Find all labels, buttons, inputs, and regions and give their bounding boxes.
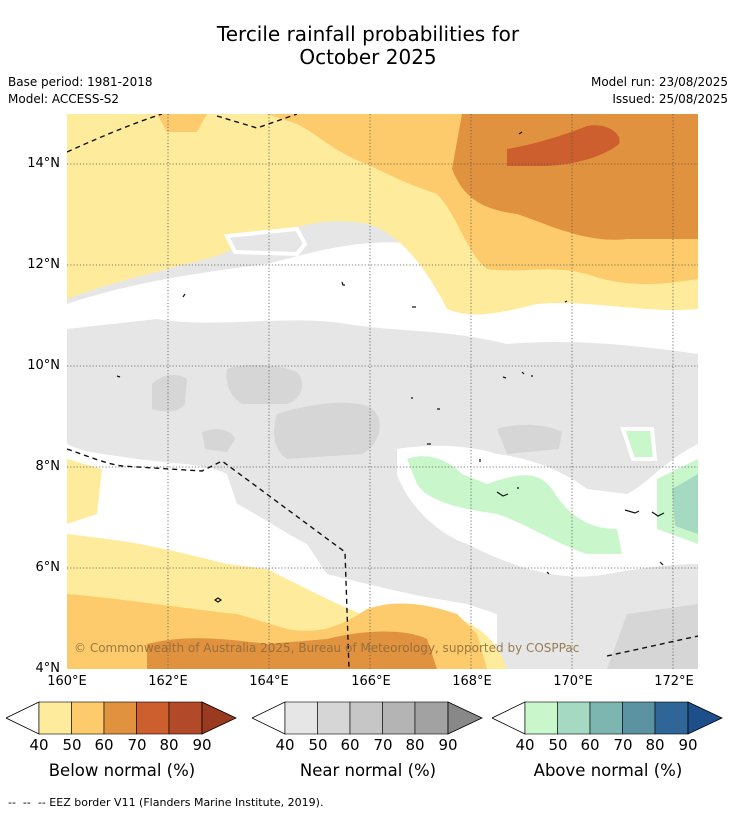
above-normal-40-small	[620, 427, 658, 461]
below-normal-70-top	[507, 125, 620, 166]
rainfall-map	[67, 114, 698, 669]
legend-near-tick: 90	[438, 736, 458, 754]
eez-borders	[67, 114, 698, 669]
islands	[116, 131, 665, 603]
grey-pocket-top	[223, 226, 308, 257]
model-name: Model: ACCESS-S2	[8, 92, 120, 106]
map-canvas	[67, 114, 698, 669]
legend-near-caption: Near normal (%)	[299, 761, 437, 780]
graticule	[67, 114, 698, 669]
legend-above-ticks: 40 50 60 70 80 90	[492, 736, 724, 754]
lon-label-168e: 168°E	[452, 674, 492, 689]
lat-label-8n: 8°N	[35, 459, 61, 474]
legend-below-caption: Below normal (%)	[48, 761, 196, 780]
issued-date: Issued: 25/08/2025	[612, 92, 728, 106]
legend-above-tick: 90	[678, 736, 698, 754]
model-run: Model run: 23/08/2025	[590, 75, 728, 89]
legend-below-tick: 80	[159, 736, 179, 754]
legend-below-ticks: 40 50 60 70 80 90	[6, 736, 238, 754]
lon-label-172e: 172°E	[654, 674, 694, 689]
near-normal-50-patch-2	[226, 364, 303, 404]
base-period: Base period: 1981-2018	[8, 75, 153, 89]
legend-below-normal	[6, 700, 238, 736]
legend-near-swatch-80	[414, 701, 449, 735]
legend-below-swatch-70	[136, 701, 170, 735]
legend-below-tick: 60	[94, 736, 114, 754]
legend-near-swatch-50	[317, 701, 351, 735]
meta-right: Model run: 23/08/2025 Issued: 25/08/2025	[591, 74, 728, 108]
copyright-notice: © Commonwealth of Australia 2025, Bureau…	[74, 641, 580, 655]
below-normal-60-bottom	[147, 631, 437, 669]
near-normal-50-patch-4	[202, 429, 235, 452]
legend-above-swatch-60	[589, 701, 623, 735]
meta-left: Base period: 1981-2018 Model: ACCESS-S2	[8, 74, 153, 108]
near-normal-50-patch-5	[497, 424, 562, 454]
lon-label-164e: 164°E	[249, 674, 289, 689]
lon-label-162e: 162°E	[148, 674, 188, 689]
lon-label-166e: 166°E	[351, 674, 391, 689]
legend-below-swatch-60	[103, 701, 137, 735]
legend-below-swatch-90	[201, 701, 237, 735]
legend-near-tick: 80	[405, 736, 425, 754]
near-normal-50-patch-6	[607, 604, 698, 669]
legend-above-swatch-80	[654, 701, 689, 735]
lat-label-10n: 10°N	[27, 358, 60, 373]
lat-label-14n: 14°N	[27, 156, 60, 171]
legend-above-swatch-40	[524, 701, 558, 735]
below-normal-40-west	[67, 459, 102, 524]
legend-below-tick: 50	[62, 736, 82, 754]
legend-near-swatch-40	[284, 701, 318, 735]
legend-above-normal	[492, 700, 724, 736]
legend-near-swatch-90	[447, 701, 483, 735]
map-title-line2: October 2025	[299, 45, 437, 69]
legend-above-tick: 70	[613, 736, 633, 754]
legend-above-tick: 50	[548, 736, 568, 754]
legend-above-swatch-90	[687, 701, 723, 735]
near-normal-50-patch-3	[274, 402, 380, 459]
legend-near-normal	[252, 700, 484, 736]
legend-near-tick: 70	[373, 736, 393, 754]
above-normal-50	[672, 474, 698, 534]
legend-below-swatch-80	[168, 701, 203, 735]
white-band-upper	[67, 242, 698, 354]
legend-above-tick: 80	[645, 736, 665, 754]
eez-border-note: -- -- -- EEZ border V11 (Flanders Marine…	[8, 796, 324, 809]
legend-below-tick: 70	[127, 736, 147, 754]
below-normal-50-top-small	[157, 114, 207, 132]
legend-below-swatch-50	[71, 701, 105, 735]
legend-below-tick: 40	[29, 736, 49, 754]
legend-below-swatch-40	[38, 701, 72, 735]
lat-label-6n: 6°N	[35, 560, 61, 575]
lat-label-4n: 4°N	[35, 661, 61, 676]
lon-label-170e: 170°E	[553, 674, 593, 689]
legend-above-swatch-50	[557, 701, 591, 735]
map-title-line1: Tercile rainfall probabilities for	[216, 22, 520, 46]
legend-below-tick: 90	[192, 736, 212, 754]
legend-near-tick: 50	[308, 736, 328, 754]
legend-above-caption: Above normal (%)	[533, 761, 683, 780]
legend-above-tick: 60	[580, 736, 600, 754]
legend-near-tick: 40	[275, 736, 295, 754]
legend-near-swatch-60	[349, 701, 383, 735]
lat-label-12n: 12°N	[27, 257, 60, 272]
below-normal-60-top	[452, 114, 698, 240]
lon-label-160e: 160°E	[47, 674, 87, 689]
legend-above-tick: 40	[515, 736, 535, 754]
legend-near-tick: 60	[340, 736, 360, 754]
legend-near-ticks: 40 50 60 70 80 90	[252, 736, 484, 754]
legend-near-swatch-70	[382, 701, 416, 735]
above-normal-40	[407, 456, 622, 554]
near-normal-50-patch-1	[152, 374, 187, 412]
legend-above-swatch-70	[622, 701, 656, 735]
